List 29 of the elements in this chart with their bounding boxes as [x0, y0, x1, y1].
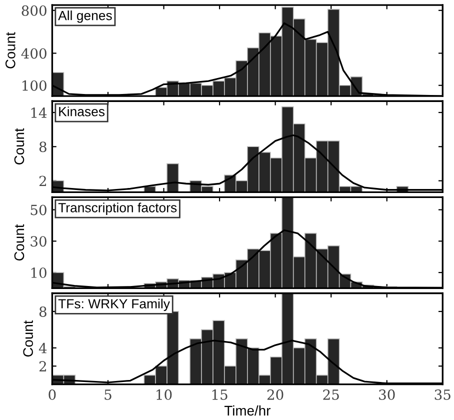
chart-title: TFs: WRKY Family — [58, 298, 170, 312]
y-tick-label: 4 — [38, 342, 47, 354]
y-axis-title: Count — [23, 320, 33, 357]
x-tick-label: 35 — [434, 389, 450, 400]
y-tick-label: 400 — [21, 48, 46, 59]
chart-title: All genes — [58, 10, 112, 23]
y-tick-label: 10 — [31, 268, 46, 278]
x-tick-label: 15 — [212, 389, 228, 400]
y-tick-label: 100 — [22, 80, 46, 91]
x-tick-label: 0 — [48, 389, 56, 400]
x-tick-label: 5 — [104, 390, 112, 400]
y-axis-title: Count — [14, 128, 24, 164]
y-tick-label: 2 — [39, 361, 46, 372]
x-tick-label: 30 — [379, 389, 395, 400]
x-tick-label: 25 — [323, 389, 339, 400]
y-axis-title: Count — [14, 224, 24, 261]
chart-title: Transcription factors — [58, 202, 177, 215]
x-tick-label: 10 — [156, 389, 172, 400]
y-axis-title: Count — [5, 32, 16, 68]
x-axis-title: Time/hr — [224, 405, 270, 416]
y-tick-label: 8 — [39, 306, 46, 317]
y-tick-label: 2 — [39, 176, 46, 186]
y-tick-label: 50 — [30, 204, 46, 216]
y-tick-label: 8 — [39, 142, 46, 152]
y-tick-label: 14 — [31, 107, 47, 118]
y-tick-label: 800 — [22, 5, 46, 16]
chart-title: Kinases — [59, 106, 105, 116]
x-tick-label: 20 — [267, 389, 284, 400]
y-tick-label: 30 — [30, 236, 46, 247]
